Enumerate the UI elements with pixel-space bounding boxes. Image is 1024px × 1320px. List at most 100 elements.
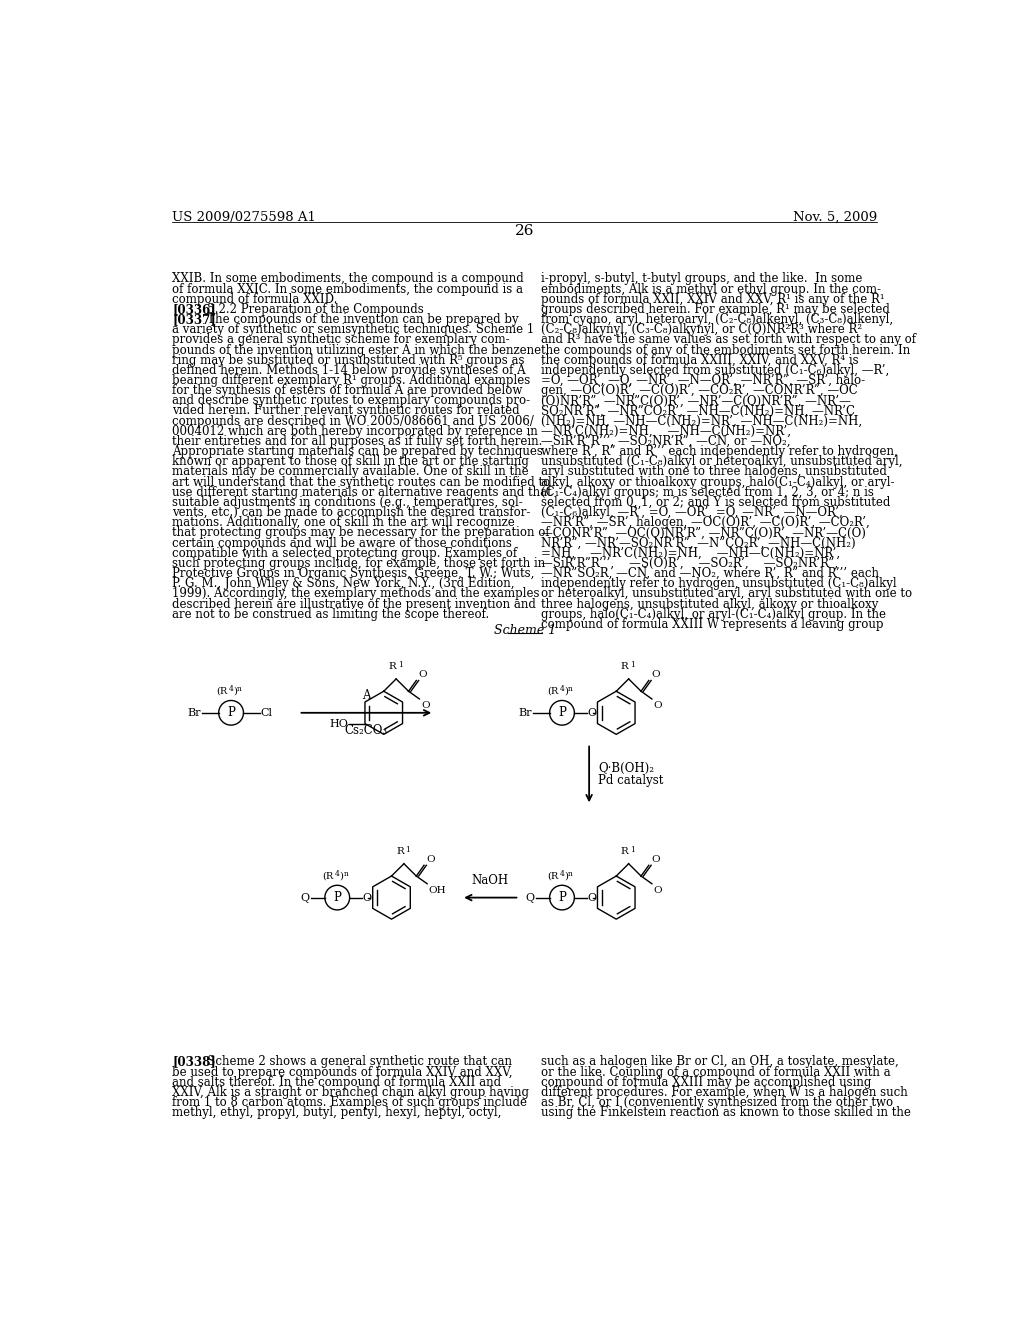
Text: 5.2.2 Preparation of the Compounds: 5.2.2 Preparation of the Compounds <box>196 302 424 315</box>
Text: NR’R”, —NR’—SO₂NR’R”, —N”CO₂R’, —NH—C(NH₂): NR’R”, —NR’—SO₂NR’R”, —N”CO₂R’, —NH—C(NH… <box>541 537 856 549</box>
Text: art will understand that the synthetic routes can be modified to: art will understand that the synthetic r… <box>172 475 551 488</box>
Text: defined herein. Methods 1-14 below provide syntheses of A: defined herein. Methods 1-14 below provi… <box>172 364 525 376</box>
Text: 1: 1 <box>397 661 402 669</box>
Text: independently selected from substituted (C₁-C₆)alkyl, —R’,: independently selected from substituted … <box>541 364 889 376</box>
Text: 26: 26 <box>515 224 535 238</box>
Text: known or apparent to those of skill in the art or the starting: known or apparent to those of skill in t… <box>172 455 529 469</box>
Text: R: R <box>621 663 629 671</box>
Text: vents, etc.) can be made to accomplish the desired transfor-: vents, etc.) can be made to accomplish t… <box>172 506 530 519</box>
Text: P: P <box>334 891 341 904</box>
Text: Pd catalyst: Pd catalyst <box>598 774 664 787</box>
Text: Scheme 1: Scheme 1 <box>494 624 556 638</box>
Text: selected from 0, 1, or 2; and Y is selected from substituted: selected from 0, 1, or 2; and Y is selec… <box>541 496 891 510</box>
Text: ): ) <box>564 871 568 880</box>
Text: (NH₂)=NH, —NH—C(NH₂)=NR’, —NH—C(NH₂)=NH,: (NH₂)=NH, —NH—C(NH₂)=NR’, —NH—C(NH₂)=NH, <box>541 414 862 428</box>
Text: =NH,    —NR’C(NH₂)=NH,    —NH—C(NH₂)=NR’,: =NH, —NR’C(NH₂)=NH, —NH—C(NH₂)=NR’, <box>541 546 841 560</box>
Text: suitable adjustments in conditions (e.g., temperatures, sol-: suitable adjustments in conditions (e.g.… <box>172 496 523 510</box>
Text: materials may be commercially available. One of skill in the: materials may be commercially available.… <box>172 466 528 478</box>
Text: groups described herein. For example, R¹ may be selected: groups described herein. For example, R¹… <box>541 302 890 315</box>
Text: (C₂-C₈)alkynyl, (C₃-C₈)alkynyl, or C(O)NR²R³ where R²: (C₂-C₈)alkynyl, (C₃-C₈)alkynyl, or C(O)N… <box>541 323 862 337</box>
Text: Appropriate starting materials can be prepared by techniques: Appropriate starting materials can be pr… <box>172 445 543 458</box>
Text: 0004012 which are both hereby incorporated by reference in: 0004012 which are both hereby incorporat… <box>172 425 538 438</box>
Text: gen, —OC(O)R’, —C(O)R’, —CO₂R’, —CONR’R”, —OC: gen, —OC(O)R’, —C(O)R’, —CO₂R’, —CONR’R”… <box>541 384 858 397</box>
Text: 1999). Accordingly, the exemplary methods and the examples: 1999). Accordingly, the exemplary method… <box>172 587 540 601</box>
Text: pounds of the invention utilizing ester A in which the benzene: pounds of the invention utilizing ester … <box>172 343 542 356</box>
Text: O: O <box>651 671 659 678</box>
Text: for the synthesis of esters of formula A are provided below: for the synthesis of esters of formula A… <box>172 384 522 397</box>
Text: bearing different exemplary R¹ groups. Additional examples: bearing different exemplary R¹ groups. A… <box>172 374 530 387</box>
Text: ): ) <box>233 686 238 696</box>
Text: the compounds of formula XXIII, XXIV, and XXV, R⁴ is: the compounds of formula XXIII, XXIV, an… <box>541 354 859 367</box>
Text: groups, halo(C₁-C₄)alkyl, or aryl-(C₁-C₄)alkyl group. In the: groups, halo(C₁-C₄)alkyl, or aryl-(C₁-C₄… <box>541 607 886 620</box>
Text: —NR”SO₂R, —CN, and —NO₂, where R’, R” and R’’’ each: —NR”SO₂R, —CN, and —NO₂, where R’, R” an… <box>541 568 879 579</box>
Text: P: P <box>558 891 566 904</box>
Text: HO: HO <box>329 718 348 729</box>
Text: such as a halogen like Br or Cl, an OH, a tosylate, mesylate,: such as a halogen like Br or Cl, an OH, … <box>541 1056 899 1068</box>
Text: and R³ have the same values as set forth with respect to any of: and R³ have the same values as set forth… <box>541 334 916 346</box>
Text: —CONR’R”, —OC(O)NR’R”, —NR”C(O)R’, —NR’—C(O): —CONR’R”, —OC(O)NR’R”, —NR”C(O)R’, —NR’—… <box>541 527 866 540</box>
Text: O: O <box>588 708 597 718</box>
Text: SO₂NR’R”, —NR”CO₂R’, —NH—C(NH₂)=NH, —NR’C: SO₂NR’R”, —NR”CO₂R’, —NH—C(NH₂)=NH, —NR’… <box>541 404 855 417</box>
Text: 1: 1 <box>406 846 411 854</box>
Text: US 2009/0275598 A1: US 2009/0275598 A1 <box>172 211 316 224</box>
Text: embodiments, Alk is a methyl or ethyl group. In the com-: embodiments, Alk is a methyl or ethyl gr… <box>541 282 881 296</box>
Text: Nov. 5, 2009: Nov. 5, 2009 <box>794 211 878 224</box>
Text: 4: 4 <box>335 870 340 878</box>
Text: 4: 4 <box>228 685 233 693</box>
Text: a variety of synthetic or semisynthetic techniques. Scheme 1: a variety of synthetic or semisynthetic … <box>172 323 535 337</box>
Text: R: R <box>621 847 629 857</box>
Text: O: O <box>653 886 663 895</box>
Text: Br: Br <box>518 708 531 718</box>
Text: as Br, Cl, or I (conveniently synthesized from the other two: as Br, Cl, or I (conveniently synthesize… <box>541 1096 893 1109</box>
Text: Br: Br <box>187 708 201 718</box>
Text: such protecting groups include, for example, those set forth in: such protecting groups include, for exam… <box>172 557 546 570</box>
Text: [0336]: [0336] <box>172 302 216 315</box>
Text: O: O <box>653 701 663 710</box>
Text: ring may be substituted or unsubstituted with R⁵ groups as: ring may be substituted or unsubstituted… <box>172 354 524 367</box>
Text: Cl: Cl <box>260 708 272 718</box>
Text: mations. Additionally, one of skill in the art will recognize: mations. Additionally, one of skill in t… <box>172 516 515 529</box>
Text: Cs₂CO₃: Cs₂CO₃ <box>345 723 388 737</box>
Text: O: O <box>588 892 597 903</box>
Text: O: O <box>421 701 430 710</box>
Text: The compounds of the invention can be prepared by: The compounds of the invention can be pr… <box>196 313 518 326</box>
Text: P: P <box>227 706 236 719</box>
Text: n: n <box>568 870 573 878</box>
Text: (O)NR’R”, —NR”C(O)R’, —NR’—C(O)NR’R”, —NR’—: (O)NR’R”, —NR”C(O)R’, —NR’—C(O)NR’R”, —N… <box>541 395 851 408</box>
Text: compound of formula XXIII W represents a leaving group: compound of formula XXIII W represents a… <box>541 618 884 631</box>
Text: n: n <box>568 685 573 693</box>
Text: 1: 1 <box>630 661 635 669</box>
Text: methyl, ethyl, propyl, butyl, pentyl, hexyl, heptyl, octyl,: methyl, ethyl, propyl, butyl, pentyl, he… <box>172 1106 502 1119</box>
Text: or heteroalkyl, unsubstituted aryl, aryl substituted with one to: or heteroalkyl, unsubstituted aryl, aryl… <box>541 587 912 601</box>
Text: compounds are described in WO 2005/086661 and US 2006/: compounds are described in WO 2005/08666… <box>172 414 535 428</box>
Text: use different starting materials or alternative reagents and that: use different starting materials or alte… <box>172 486 552 499</box>
Text: different procedures. For example, when W is a halogen such: different procedures. For example, when … <box>541 1086 908 1100</box>
Text: [0338]: [0338] <box>172 1056 216 1068</box>
Text: Q: Q <box>525 892 535 903</box>
Text: O: O <box>426 855 435 863</box>
Text: NaOH: NaOH <box>472 874 509 887</box>
Text: (R: (R <box>547 686 558 696</box>
Text: XXIV, Alk is a straight or branched chain alkyl group having: XXIV, Alk is a straight or branched chai… <box>172 1086 529 1100</box>
Text: (C₁-C₄)alkyl groups; m is selected from 1, 2, 3, or 4; n is: (C₁-C₄)alkyl groups; m is selected from … <box>541 486 873 499</box>
Text: Q·B(OH)₂: Q·B(OH)₂ <box>598 762 654 775</box>
Text: (R: (R <box>216 686 227 696</box>
Text: compound of formula XXIII may be accomplished using: compound of formula XXIII may be accompl… <box>541 1076 871 1089</box>
Text: from 1 to 8 carbon atoms. Examples of such groups include: from 1 to 8 carbon atoms. Examples of su… <box>172 1096 527 1109</box>
Text: compound of formula XXID.: compound of formula XXID. <box>172 293 338 306</box>
Text: R: R <box>396 847 403 857</box>
Text: and describe synthetic routes to exemplary compounds pro-: and describe synthetic routes to exempla… <box>172 395 530 408</box>
Text: P. G. M., John Wiley & Sons, New York, N.Y., (3rd Edition,: P. G. M., John Wiley & Sons, New York, N… <box>172 577 515 590</box>
Text: 4: 4 <box>560 685 564 693</box>
Text: using the Finkelstein reaction as known to those skilled in the: using the Finkelstein reaction as known … <box>541 1106 911 1119</box>
Text: and salts thereof. In the compound of formula XXII and: and salts thereof. In the compound of fo… <box>172 1076 502 1089</box>
Text: ): ) <box>340 871 343 880</box>
Text: (R: (R <box>547 871 558 880</box>
Text: O: O <box>651 855 659 863</box>
Text: compatible with a selected protecting group. Examples of: compatible with a selected protecting gr… <box>172 546 517 560</box>
Text: alkyl, alkoxy or thioalkoxy groups, halo(C₁-C₄)alkyl, or aryl-: alkyl, alkoxy or thioalkoxy groups, halo… <box>541 475 895 488</box>
Text: where R’, R” and R’’’ each independently refer to hydrogen,: where R’, R” and R’’’ each independently… <box>541 445 898 458</box>
Text: XXIB. In some embodiments, the compound is a compound: XXIB. In some embodiments, the compound … <box>172 272 524 285</box>
Text: O: O <box>419 671 427 678</box>
Text: n: n <box>238 685 242 693</box>
